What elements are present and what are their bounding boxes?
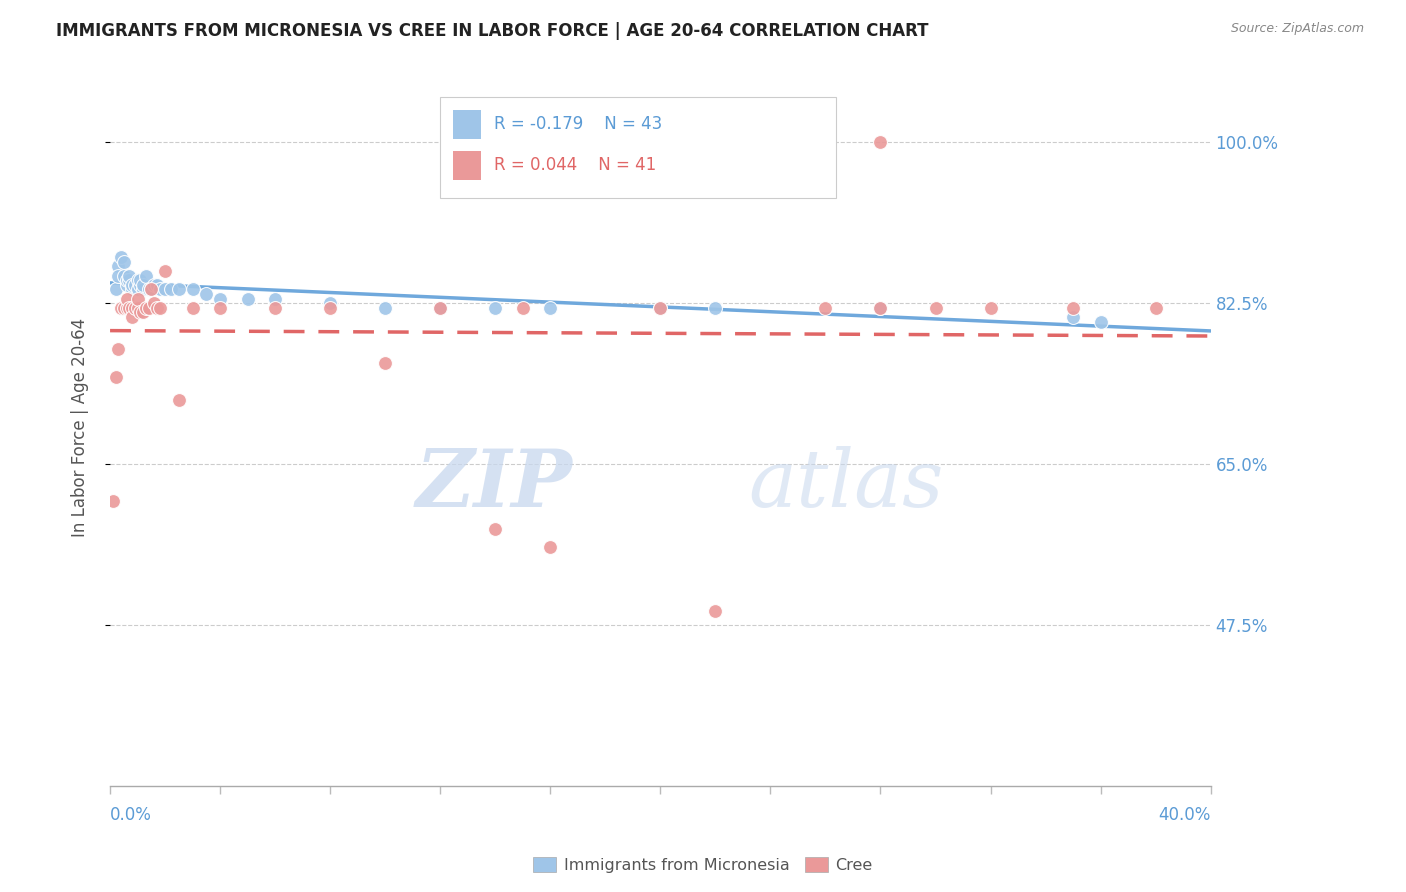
Point — [110, 250, 132, 264]
Point — [115, 292, 138, 306]
Point — [924, 301, 946, 315]
Point — [121, 282, 143, 296]
Point — [121, 301, 143, 315]
Point — [149, 301, 172, 315]
Point — [650, 301, 672, 315]
Point — [138, 282, 160, 296]
Point — [429, 301, 451, 315]
Point — [1090, 314, 1112, 328]
Text: Source: ZipAtlas.com: Source: ZipAtlas.com — [1230, 22, 1364, 36]
Point — [167, 392, 190, 407]
Point — [135, 301, 157, 315]
Point — [110, 301, 132, 315]
Point — [374, 356, 396, 370]
Point — [1144, 301, 1167, 315]
Point — [115, 277, 138, 292]
Point — [107, 268, 129, 283]
Point — [704, 604, 727, 618]
Point — [484, 522, 506, 536]
Point — [159, 282, 181, 296]
Point — [650, 301, 672, 315]
Point — [704, 301, 727, 315]
Legend: Immigrants from Micronesia, Cree: Immigrants from Micronesia, Cree — [527, 851, 879, 880]
Point — [121, 310, 143, 324]
Point — [153, 264, 176, 278]
Point — [115, 273, 138, 287]
Point — [1062, 301, 1084, 315]
Point — [195, 287, 218, 301]
Point — [167, 282, 190, 296]
Point — [129, 277, 152, 292]
Point — [112, 254, 135, 268]
Point — [264, 301, 287, 315]
Point — [264, 292, 287, 306]
Point — [209, 292, 232, 306]
Bar — [454, 151, 481, 180]
Point — [129, 305, 152, 319]
Point — [132, 277, 155, 292]
Point — [149, 282, 172, 296]
Point — [869, 301, 891, 315]
Point — [319, 296, 342, 310]
Point — [209, 301, 232, 315]
Point — [107, 342, 129, 356]
Point — [146, 277, 169, 292]
Point — [112, 301, 135, 315]
Point — [141, 282, 163, 296]
Point — [869, 135, 891, 149]
Point — [141, 282, 163, 296]
Text: ZIP: ZIP — [415, 446, 572, 524]
Point — [181, 301, 204, 315]
Point — [484, 301, 506, 315]
Text: 40.0%: 40.0% — [1159, 806, 1211, 824]
Point — [127, 301, 149, 315]
Point — [146, 301, 169, 315]
Point — [980, 301, 1002, 315]
Point — [869, 301, 891, 315]
Text: 0.0%: 0.0% — [110, 806, 152, 824]
Point — [538, 540, 561, 554]
Point — [1062, 310, 1084, 324]
Point — [118, 301, 141, 315]
Bar — [454, 110, 481, 139]
Point — [236, 292, 259, 306]
Point — [135, 268, 157, 283]
Point — [374, 301, 396, 315]
Point — [118, 268, 141, 283]
Point — [104, 282, 127, 296]
Y-axis label: In Labor Force | Age 20-64: In Labor Force | Age 20-64 — [72, 318, 89, 537]
Point — [538, 301, 561, 315]
Point — [143, 277, 166, 292]
Point — [814, 301, 837, 315]
Point — [118, 273, 141, 287]
Point — [112, 268, 135, 283]
Text: IMMIGRANTS FROM MICRONESIA VS CREE IN LABOR FORCE | AGE 20-64 CORRELATION CHART: IMMIGRANTS FROM MICRONESIA VS CREE IN LA… — [56, 22, 929, 40]
Text: R = -0.179    N = 43: R = -0.179 N = 43 — [494, 115, 662, 134]
Point — [124, 277, 146, 292]
Point — [319, 301, 342, 315]
FancyBboxPatch shape — [440, 97, 837, 198]
Point — [129, 273, 152, 287]
Point — [512, 301, 534, 315]
Point — [153, 282, 176, 296]
Point — [127, 292, 149, 306]
Point — [104, 369, 127, 384]
Point — [127, 282, 149, 296]
Point — [143, 296, 166, 310]
Point — [132, 305, 155, 319]
Point — [107, 260, 129, 274]
Point — [138, 301, 160, 315]
Point — [101, 494, 124, 508]
Text: atlas: atlas — [748, 446, 943, 524]
Text: R = 0.044    N = 41: R = 0.044 N = 41 — [494, 156, 657, 175]
Point — [115, 301, 138, 315]
Point — [429, 301, 451, 315]
Point — [132, 282, 155, 296]
Point — [181, 282, 204, 296]
Point — [127, 273, 149, 287]
Point — [124, 301, 146, 315]
Point — [121, 277, 143, 292]
